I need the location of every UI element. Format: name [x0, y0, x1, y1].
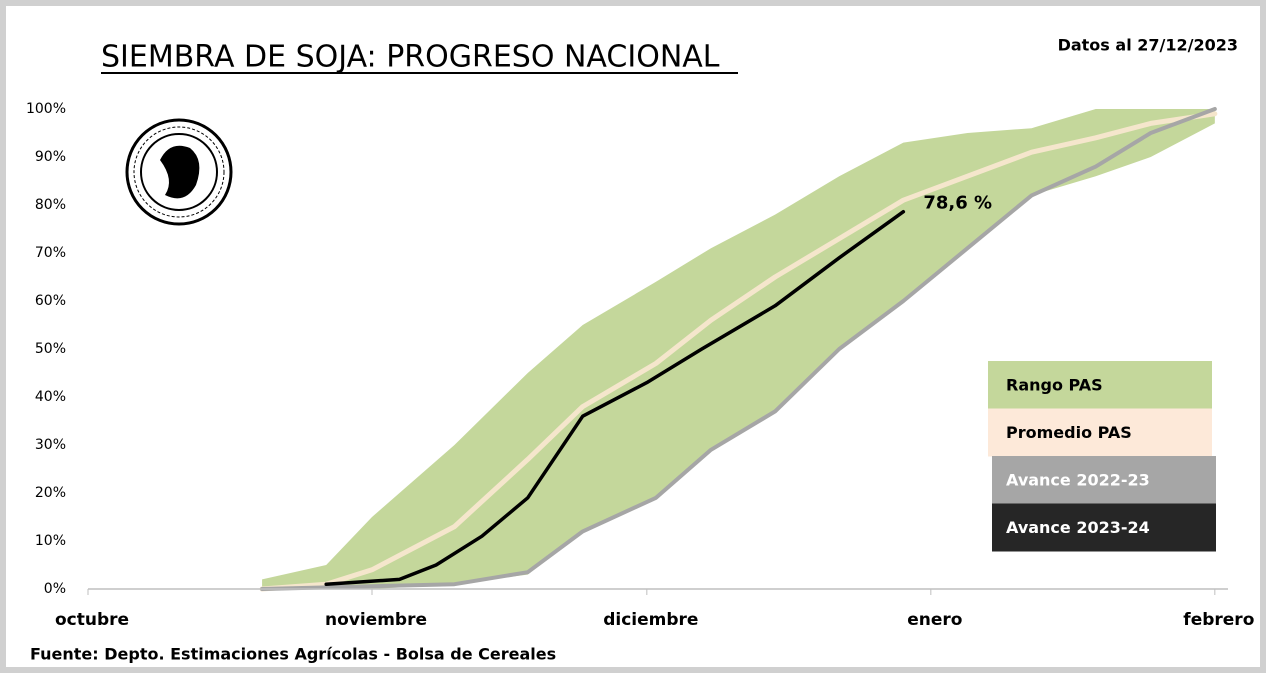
y-tick-label: 50% — [35, 341, 66, 357]
legend-swatch — [988, 361, 1212, 409]
legend-swatch — [992, 456, 1216, 504]
x-tick-label: noviembre — [325, 610, 427, 630]
logo — [125, 118, 233, 226]
y-tick-label: 90% — [35, 149, 66, 165]
y-tick-label: 20% — [35, 485, 66, 501]
legend-swatch — [988, 408, 1212, 457]
y-tick-label: 70% — [35, 245, 66, 261]
source: Fuente: Depto. Estimaciones Agrícolas - … — [30, 645, 556, 664]
legend-label: Promedio PAS — [1006, 423, 1132, 442]
legend-label: Avance 2022-23 — [1006, 471, 1150, 490]
annotation: 78,6 % — [923, 193, 992, 214]
series-line — [324, 209, 906, 586]
y-tick-label: 30% — [35, 437, 66, 453]
y-tick-label: 80% — [35, 197, 66, 213]
series-line — [259, 111, 1218, 592]
y-tick-label: 100% — [26, 101, 66, 117]
x-tick-label: octubre — [55, 610, 129, 630]
y-tick-label: 40% — [35, 389, 66, 405]
legend-swatch — [992, 503, 1216, 552]
x-tick-label: febrero — [1183, 610, 1254, 630]
y-tick-label: 60% — [35, 293, 66, 309]
chart-title: SIEMBRA DE SOJA: PROGRESO NACIONAL — [101, 40, 720, 75]
range-band — [262, 109, 1215, 589]
series-line — [260, 107, 1217, 591]
legend-label: Avance 2023-24 — [1006, 518, 1150, 537]
y-tick-label: 0% — [44, 581, 66, 597]
legend-label: Rango PAS — [1006, 376, 1103, 395]
x-tick-label: diciembre — [603, 610, 698, 630]
y-tick-label: 10% — [35, 533, 66, 549]
x-tick-label: enero — [907, 610, 962, 630]
subtitle: Datos al 27/12/2023 — [1058, 36, 1238, 55]
